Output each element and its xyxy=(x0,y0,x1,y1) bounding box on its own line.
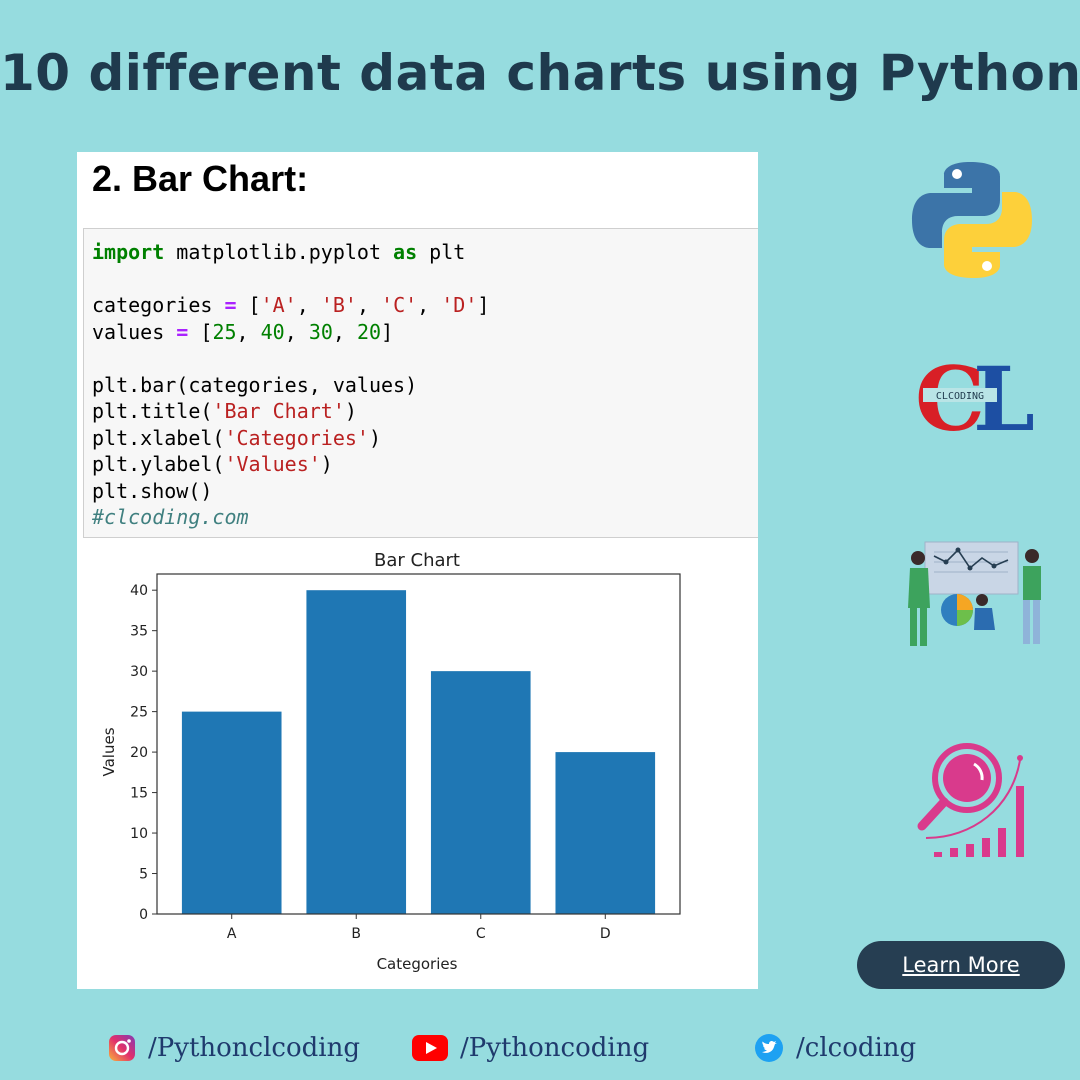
code-string: 'Categories' xyxy=(224,425,369,450)
code-number: 40 xyxy=(260,319,285,344)
code-operator: = xyxy=(176,319,189,344)
code-string: 'C' xyxy=(381,293,418,317)
code-operator: = xyxy=(224,293,237,317)
code-text: plt.show() xyxy=(92,478,213,503)
x-ticks: A B C D xyxy=(227,914,611,942)
code-text: plt.xlabel( xyxy=(92,425,225,450)
code-text: plt.ylabel( xyxy=(92,452,225,476)
y-axis-label: Values xyxy=(100,727,118,776)
code-text: plt xyxy=(417,240,466,264)
code-text: , xyxy=(296,293,321,317)
code-text: , xyxy=(284,319,309,344)
code-number: 25 xyxy=(212,319,237,344)
python-logo-icon xyxy=(910,158,1034,286)
card-heading: 2. Bar Chart: xyxy=(92,158,309,199)
bar-A xyxy=(181,711,282,914)
twitter-icon xyxy=(755,1034,783,1062)
bar-C xyxy=(430,671,531,914)
y-tick-label: 40 xyxy=(130,583,148,599)
page-title: 10 different data charts using Python xyxy=(0,44,1080,102)
y-tick-label: 15 xyxy=(130,786,148,802)
y-tick-label: 10 xyxy=(130,826,148,842)
code-text: ) xyxy=(320,452,333,476)
instagram-handle[interactable]: /Pythonclcoding xyxy=(148,1033,360,1063)
code-text: ) xyxy=(344,399,357,423)
team-chart-illustration-icon xyxy=(900,538,1050,657)
youtube-link[interactable]: /Pythoncoding xyxy=(412,1030,649,1066)
code-string: 'Bar Chart' xyxy=(212,399,345,423)
code-text: , xyxy=(417,293,442,317)
youtube-handle[interactable]: /Pythoncoding xyxy=(460,1033,650,1063)
y-tick-label: 30 xyxy=(130,664,148,680)
twitter-handle[interactable]: /clcoding xyxy=(796,1033,917,1063)
instagram-link[interactable]: /Pythonclcoding xyxy=(108,1030,360,1066)
bar-D xyxy=(555,752,656,914)
x-tick-label: C xyxy=(476,926,486,942)
code-keyword: import xyxy=(92,240,165,264)
code-string: 'Values' xyxy=(224,452,321,476)
code-text: ) xyxy=(368,425,381,450)
x-tick-label: A xyxy=(227,926,237,942)
code-text: plt.bar(categories, values) xyxy=(92,372,418,397)
y-ticks: 0 5 10 15 20 25 30 35 40 xyxy=(130,583,157,923)
instagram-icon xyxy=(109,1035,135,1061)
chart-title: Bar Chart xyxy=(374,550,460,571)
code-string: 'A' xyxy=(260,293,297,317)
y-tick-label: 5 xyxy=(139,867,148,883)
code-string: 'D' xyxy=(441,293,478,317)
twitter-link[interactable]: /clcoding xyxy=(754,1030,916,1066)
code-text: ] xyxy=(381,319,394,344)
code-text: matplotlib.pyplot xyxy=(164,240,394,264)
code-block: import matplotlib.pyplot as plt categori… xyxy=(92,239,489,531)
code-text: [ xyxy=(236,293,261,317)
x-tick-label: B xyxy=(351,926,361,942)
y-tick-label: 25 xyxy=(130,705,148,721)
code-string: 'B' xyxy=(320,293,357,317)
x-axis-label: Categories xyxy=(377,955,458,973)
code-number: 20 xyxy=(357,319,382,344)
youtube-icon xyxy=(412,1035,448,1061)
magnifier-growth-chart-icon xyxy=(912,738,1047,864)
code-text: , xyxy=(236,319,261,344)
bars-layer xyxy=(181,590,656,914)
code-text: values xyxy=(92,319,177,344)
clcoding-logo-text: CLCODING xyxy=(936,391,984,402)
y-tick-label: 0 xyxy=(139,907,148,923)
code-text: categories xyxy=(92,293,225,317)
code-text: , xyxy=(332,319,357,344)
code-text: plt.title( xyxy=(92,399,213,423)
bar-chart: Bar Chart Values Categories 0 5 10 15 20 25 30… xyxy=(100,550,681,973)
learn-more-button[interactable]: Learn More xyxy=(857,941,1065,989)
bar-chart-card: 2. Bar Chart: import matplotlib.pyplot a… xyxy=(77,152,758,989)
clcoding-logo-icon: C L CLCODING xyxy=(915,347,1040,451)
code-number: 30 xyxy=(308,319,333,344)
code-keyword: as xyxy=(393,240,418,264)
y-tick-label: 20 xyxy=(130,745,148,761)
code-text: , xyxy=(356,293,382,317)
code-text: [ xyxy=(188,319,213,344)
x-tick-label: D xyxy=(600,926,611,942)
plot-frame xyxy=(156,573,681,915)
y-tick-label: 35 xyxy=(130,624,148,640)
bar-B xyxy=(306,590,407,914)
code-cell: import matplotlib.pyplot as plt categori… xyxy=(83,228,758,538)
code-comment: #clcoding.com xyxy=(92,505,249,529)
code-text: ] xyxy=(477,293,490,317)
